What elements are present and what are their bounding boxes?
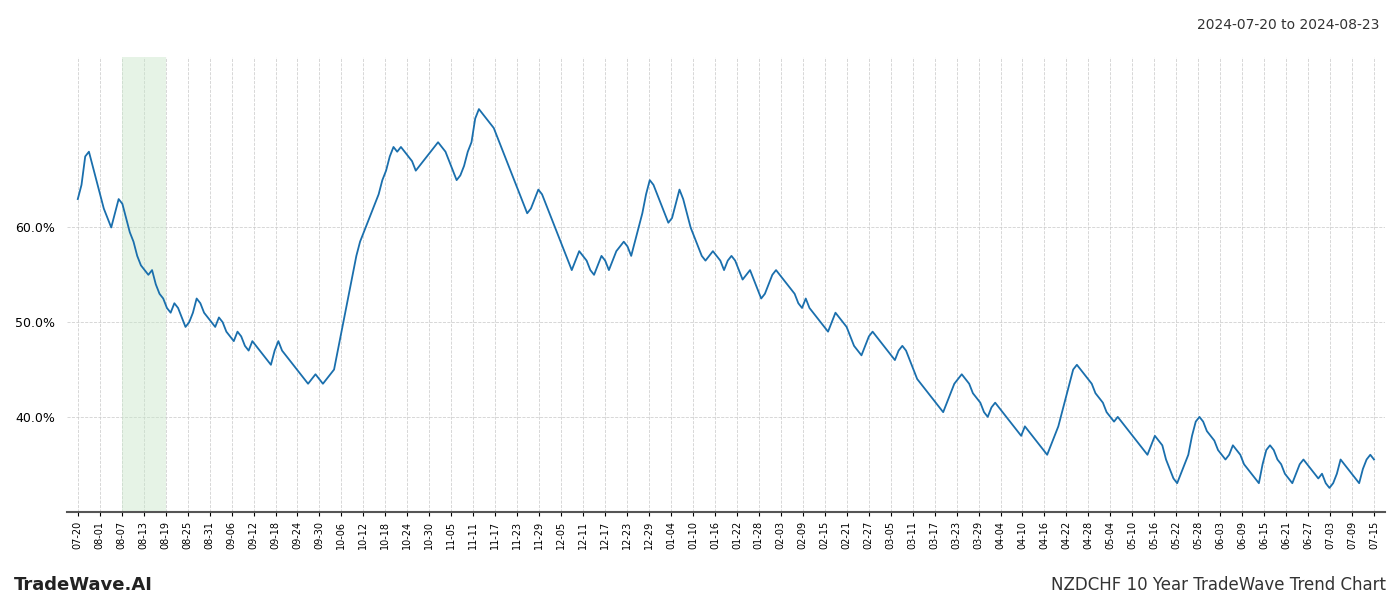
Bar <box>122 57 165 512</box>
Text: NZDCHF 10 Year TradeWave Trend Chart: NZDCHF 10 Year TradeWave Trend Chart <box>1051 576 1386 594</box>
Text: 2024-07-20 to 2024-08-23: 2024-07-20 to 2024-08-23 <box>1197 18 1379 32</box>
Text: TradeWave.AI: TradeWave.AI <box>14 576 153 594</box>
